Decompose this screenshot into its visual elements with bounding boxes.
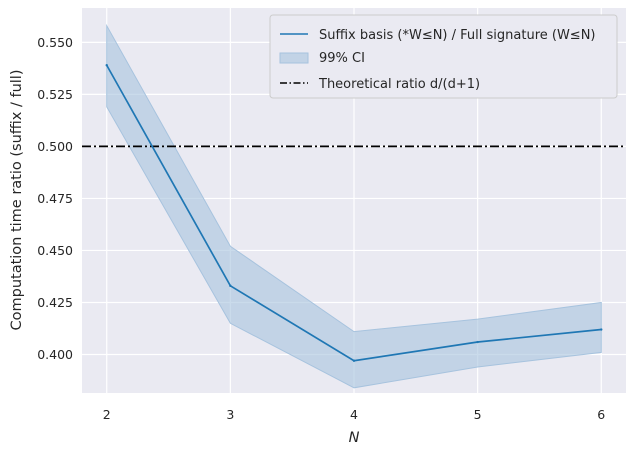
- y-tick-label: 0.550: [37, 35, 73, 50]
- y-tick-labels: 0.400 0.425 0.450 0.475 0.500 0.525 0.550: [37, 35, 73, 362]
- legend-box: [269, 14, 618, 99]
- data-point: [600, 328, 603, 331]
- data-point: [352, 359, 356, 362]
- legend-entry-series: Suffix basis (*W≤N) / Full signature (W≤…: [319, 28, 596, 43]
- ci-band: [106, 23, 602, 389]
- x-tick-label: 6: [597, 407, 605, 422]
- data-point: [105, 64, 108, 67]
- data-points: [105, 64, 603, 362]
- y-tick-label: 0.425: [37, 295, 73, 310]
- x-tick-label: 2: [103, 407, 111, 422]
- legend-ci-swatch: [279, 52, 309, 64]
- y-tick-label: 0.500: [37, 139, 73, 154]
- y-tick-label: 0.400: [37, 347, 73, 362]
- y-tick-label: 0.525: [37, 87, 73, 102]
- y-tick-label: 0.475: [37, 191, 73, 206]
- legend-entry-ci: 99% CI: [319, 51, 365, 66]
- y-tick-label: 0.450: [37, 243, 73, 258]
- data-point: [229, 284, 232, 288]
- legend-entry-reference: Theoretical ratio d/(d+1): [318, 77, 480, 92]
- data-point: [476, 340, 479, 344]
- x-tick-label: 4: [350, 407, 358, 422]
- x-axis-label: N: [349, 430, 360, 446]
- legend: Suffix basis (*W≤N) / Full signature (W≤…: [269, 14, 618, 99]
- x-tick-label: 3: [226, 407, 234, 422]
- x-tick-labels: 2 3 4 5 6: [103, 407, 606, 422]
- x-tick-label: 5: [474, 407, 482, 422]
- y-axis-label: Computation time ratio (suffix / full): [9, 70, 25, 331]
